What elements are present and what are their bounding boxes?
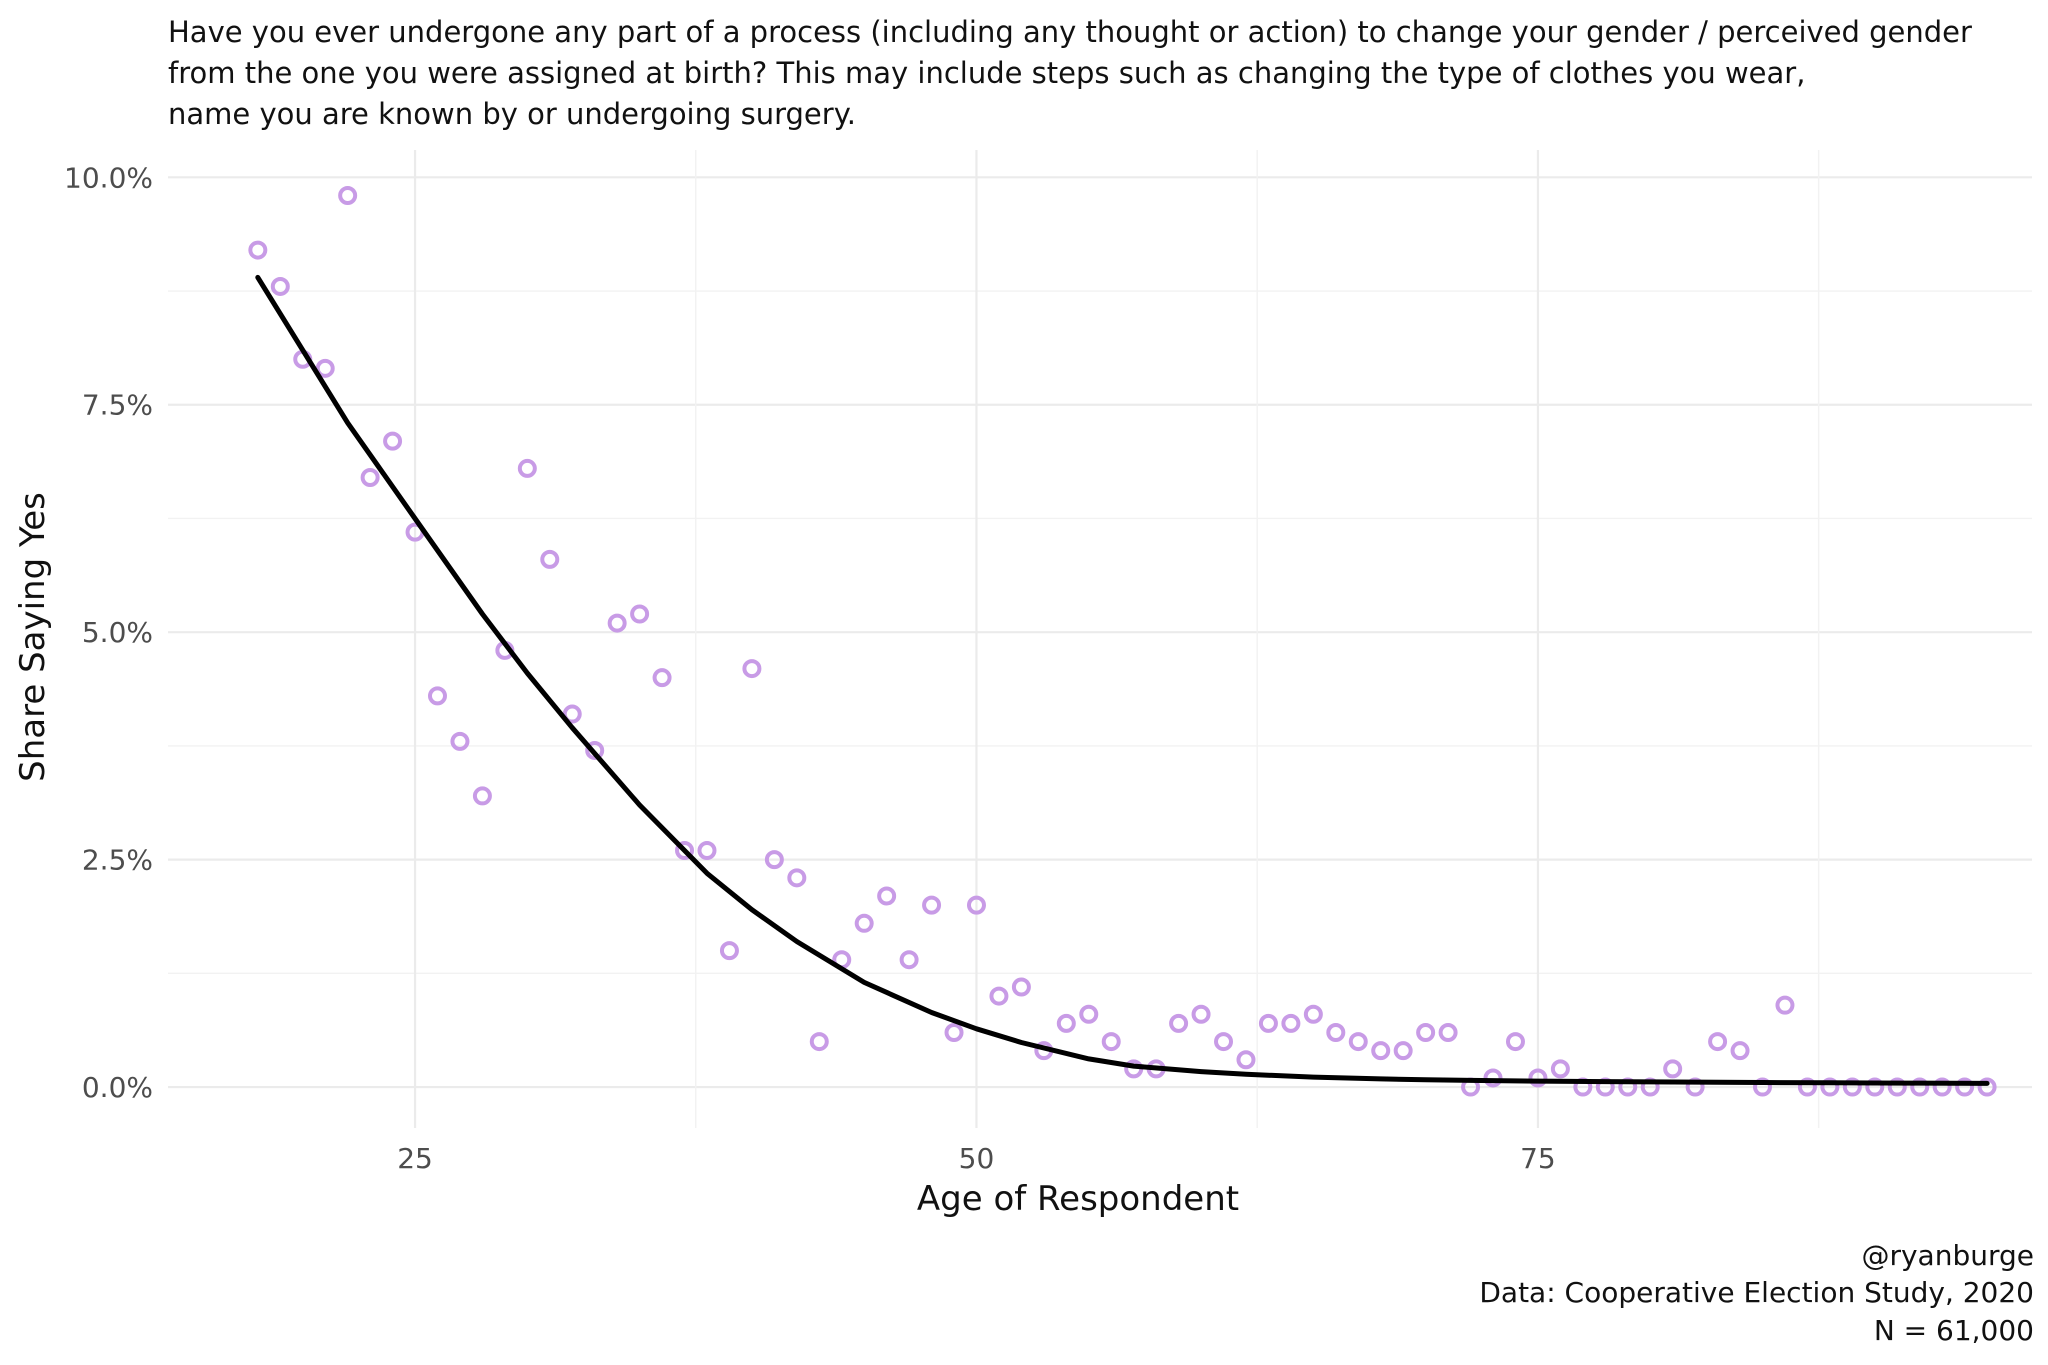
data-point xyxy=(338,185,358,205)
data-point xyxy=(472,786,492,806)
data-point xyxy=(1730,1041,1750,1061)
data-point xyxy=(697,841,717,861)
data-point xyxy=(1371,1041,1391,1061)
data-points xyxy=(248,185,1997,1097)
x-axis-tick-labels: 25 50 75 xyxy=(397,1142,1556,1175)
data-point xyxy=(1955,1077,1975,1097)
data-point xyxy=(248,240,268,260)
data-point xyxy=(1169,1013,1189,1033)
data-point xyxy=(427,686,447,706)
data-point xyxy=(1708,1032,1728,1052)
data-point xyxy=(1011,977,1031,997)
chart-title-line-1: Have you ever undergone any part of a pr… xyxy=(168,15,1972,49)
chart-title-line-3: name you are known by or undergoing surg… xyxy=(168,97,856,131)
data-point xyxy=(1281,1013,1301,1033)
data-point xyxy=(764,850,784,870)
data-point xyxy=(315,358,335,378)
data-point xyxy=(1056,1013,1076,1033)
data-point xyxy=(1550,1059,1570,1079)
chart-title: Have you ever undergone any part of a pr… xyxy=(168,15,1972,131)
data-point xyxy=(675,841,695,861)
data-point xyxy=(1797,1077,1817,1097)
caption-line-2: Data: Cooperative Election Study, 2020 xyxy=(1479,1276,2034,1309)
chart-title-line-2: from the one you were assigned at birth?… xyxy=(168,56,1805,90)
caption-line-3: N = 61,000 xyxy=(1874,1314,2034,1347)
data-point xyxy=(1483,1068,1503,1088)
data-point xyxy=(1842,1077,1862,1097)
data-point xyxy=(944,1022,964,1042)
data-point xyxy=(854,913,874,933)
y-axis-tick-labels: 0.0% 2.5% 5.0% 7.5% 10.0% xyxy=(64,161,153,1104)
data-point xyxy=(1887,1077,1907,1097)
data-point xyxy=(607,613,627,633)
data-point xyxy=(1820,1077,1840,1097)
data-point xyxy=(1101,1032,1121,1052)
data-point xyxy=(1236,1050,1256,1070)
data-point xyxy=(1079,1004,1099,1024)
y-tick-label: 5.0% xyxy=(82,616,153,649)
caption-line-1: @ryanburge xyxy=(1861,1239,2034,1272)
data-point xyxy=(1505,1032,1525,1052)
data-point xyxy=(742,659,762,679)
data-point xyxy=(809,1032,829,1052)
data-point xyxy=(1191,1004,1211,1024)
data-point xyxy=(517,458,537,478)
data-point xyxy=(1977,1077,1997,1097)
y-tick-label: 0.0% xyxy=(82,1071,153,1104)
data-point xyxy=(989,986,1009,1006)
y-tick-label: 2.5% xyxy=(82,844,153,877)
data-point xyxy=(877,886,897,906)
data-point xyxy=(1685,1077,1705,1097)
x-tick-label: 50 xyxy=(959,1142,995,1175)
data-point xyxy=(383,431,403,451)
data-point xyxy=(562,704,582,724)
data-point xyxy=(1663,1059,1683,1079)
data-point xyxy=(1303,1004,1323,1024)
data-point xyxy=(1753,1077,1773,1097)
data-point xyxy=(1258,1013,1278,1033)
data-point xyxy=(1393,1041,1413,1061)
data-point xyxy=(360,468,380,488)
y-axis-title: Share Saying Yes xyxy=(13,492,53,782)
data-point xyxy=(1348,1032,1368,1052)
data-point xyxy=(1932,1077,1952,1097)
data-point xyxy=(787,868,807,888)
data-point xyxy=(1214,1032,1234,1052)
data-point xyxy=(1910,1077,1930,1097)
trend-line xyxy=(255,274,1990,1086)
data-point xyxy=(270,276,290,296)
data-point xyxy=(652,668,672,688)
data-point xyxy=(1775,995,1795,1015)
data-point xyxy=(922,895,942,915)
x-tick-label: 75 xyxy=(1520,1142,1556,1175)
data-point xyxy=(450,731,470,751)
data-point xyxy=(585,740,605,760)
data-point xyxy=(1438,1022,1458,1042)
trend-line-group xyxy=(255,274,1990,1086)
data-point xyxy=(630,604,650,624)
chart-caption: @ryanburge Data: Cooperative Election St… xyxy=(1479,1239,2034,1347)
data-point xyxy=(1326,1022,1346,1042)
data-point xyxy=(1865,1077,1885,1097)
data-point xyxy=(966,895,986,915)
data-point xyxy=(719,941,739,961)
x-axis-title: Age of Respondent xyxy=(917,1179,1239,1219)
data-point xyxy=(1416,1022,1436,1042)
data-point xyxy=(899,950,919,970)
data-point xyxy=(1528,1068,1548,1088)
gridlines xyxy=(168,150,2032,1128)
y-tick-label: 7.5% xyxy=(82,389,153,422)
data-point xyxy=(540,549,560,569)
x-tick-label: 25 xyxy=(397,1142,433,1175)
y-tick-label: 10.0% xyxy=(64,161,153,194)
